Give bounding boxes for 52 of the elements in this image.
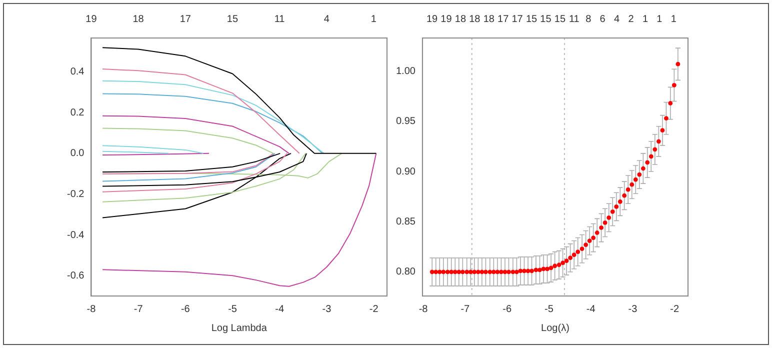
- x-tick-label: -8: [86, 304, 96, 315]
- x-tick-label: -2: [670, 304, 680, 315]
- x-axis-title: Log Lambda: [211, 322, 268, 334]
- y-tick-label: 1.00: [396, 66, 416, 77]
- x-tick-label: -5: [228, 304, 238, 315]
- y-tick-label: 0.4: [70, 66, 85, 78]
- x-axis-title: Log(λ): [541, 322, 570, 334]
- text: 17: [498, 14, 510, 25]
- text: 17: [180, 14, 192, 25]
- text: 11: [568, 14, 580, 25]
- text: 18: [132, 14, 144, 25]
- x-tick-label: -8: [418, 304, 428, 315]
- y-tick-label: 0.0: [70, 148, 85, 160]
- text: 19: [440, 14, 452, 25]
- text: 18: [469, 14, 481, 25]
- text: 19: [426, 14, 438, 25]
- y-tick-label: -0.6: [66, 270, 85, 282]
- text: 15: [554, 14, 566, 25]
- y-tick-label: 0.85: [396, 216, 416, 228]
- text: 8: [586, 14, 592, 25]
- x-tick-label: -7: [460, 304, 470, 315]
- x-tick-label: -4: [275, 304, 284, 315]
- x-tick-label: -4: [586, 304, 596, 315]
- x-tick-label: -3: [628, 304, 638, 315]
- y-tick-label: -0.2: [66, 189, 85, 200]
- y-tick-label: 0.80: [396, 266, 416, 278]
- text: 2: [628, 14, 634, 25]
- text: 1: [642, 14, 648, 25]
- x-tick-label: -3: [322, 304, 332, 315]
- x-tick-label: -7: [134, 304, 144, 315]
- text: 1: [370, 14, 377, 25]
- x-tick-label: -2: [369, 304, 379, 315]
- y-tick-label: -0.4: [66, 230, 85, 241]
- text: 18: [483, 14, 495, 25]
- text: 17: [512, 14, 524, 25]
- text: 4: [614, 14, 620, 25]
- text: 1: [670, 14, 677, 25]
- text: 18: [454, 14, 466, 25]
- x-tick-label: -6: [502, 304, 512, 315]
- text: 6: [600, 14, 606, 25]
- y-tick-label: 0.95: [396, 116, 416, 128]
- y-tick-label: 0.90: [396, 166, 416, 178]
- text: 4: [324, 14, 330, 25]
- text: 15: [540, 14, 552, 25]
- text: 15: [526, 14, 538, 25]
- x-tick-label: -6: [180, 304, 190, 315]
- text: 11: [274, 14, 286, 25]
- y-tick-label: 0.2: [70, 107, 85, 118]
- text: 1: [656, 14, 663, 25]
- text: 19: [86, 14, 98, 25]
- text: 15: [226, 14, 238, 25]
- x-tick-label: -5: [544, 304, 554, 315]
